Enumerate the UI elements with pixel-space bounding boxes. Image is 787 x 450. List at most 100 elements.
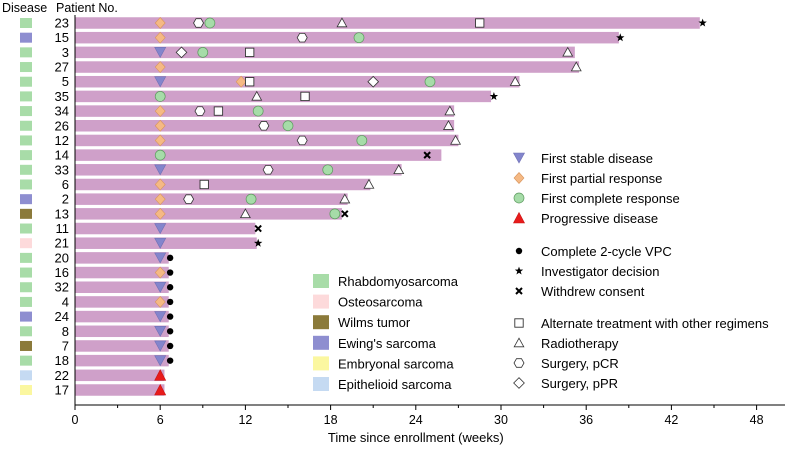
marker-alternate-patient-3-3	[245, 47, 255, 58]
marker-vpc-patient-16-1	[166, 269, 174, 276]
patient-label-2: 2	[62, 192, 69, 207]
marker-pcr-patient-34-1	[194, 106, 206, 116]
legend-event-label-partial: First partial response	[541, 171, 662, 186]
marker-partial-patient-16-0	[154, 266, 166, 279]
marker-investigator-patient-23-5	[698, 18, 707, 27]
marker-stable-patient-3-0	[154, 47, 167, 58]
bar-patient-6	[75, 178, 371, 191]
marker-vpc-patient-20-1	[166, 254, 174, 262]
legend-disease-label-2: Wilms tumor	[338, 315, 411, 330]
disease-swatch-patient-32	[20, 282, 32, 293]
legend-event-label-radio: Radiotherapy	[541, 336, 619, 351]
patient-label-11: 11	[56, 221, 70, 236]
disease-swatch-patient-6	[20, 179, 32, 190]
marker-complete-patient-13-2	[329, 208, 341, 220]
marker-partial-patient-34-0	[154, 105, 166, 118]
legend-marker-radio	[513, 337, 525, 348]
legend-marker-investigator	[514, 266, 524, 275]
marker-complete-patient-12-2	[356, 135, 368, 146]
marker-stable-patient-21-0	[154, 237, 167, 249]
disease-swatch-patient-11	[20, 223, 32, 234]
marker-complete-patient-33-2	[322, 164, 334, 176]
x-tick-label-36: 36	[579, 413, 593, 427]
legend-event-label-withdrew: Withdrew consent	[541, 284, 645, 299]
bar-patient-4	[75, 296, 169, 308]
marker-radio-patient-35-1	[251, 90, 263, 101]
disease-swatch-patient-17	[20, 385, 32, 395]
marker-withdrew-patient-14-1	[423, 151, 431, 159]
patient-label-21: 21	[55, 236, 69, 251]
legend-marker-complete	[513, 192, 525, 204]
marker-radio-patient-33-3	[393, 164, 405, 175]
marker-investigator-patient-15-3	[616, 33, 625, 42]
patient-label-16: 16	[55, 265, 69, 280]
marker-stable-patient-33-0	[154, 164, 167, 176]
patient-label-15: 15	[55, 30, 69, 45]
disease-swatch-patient-24	[20, 311, 32, 322]
marker-partial-patient-26-0	[154, 119, 166, 132]
legend-disease-swatch-0	[313, 274, 329, 288]
legend-event-label-stable: First stable disease	[541, 151, 653, 166]
marker-stable-patient-18-0	[154, 355, 167, 367]
legend-disease-label-3: Ewing's sarcoma	[338, 336, 437, 351]
marker-partial-patient-15-0	[154, 31, 166, 44]
marker-partial-patient-27-0	[154, 61, 166, 73]
marker-complete-patient-23-2	[204, 17, 216, 29]
bar-patient-34	[75, 105, 455, 117]
patient-label-34: 34	[55, 104, 69, 119]
marker-alternate-patient-5-2	[245, 77, 255, 87]
marker-pcr-patient-33-1	[262, 165, 274, 175]
disease-swatch-patient-14	[20, 150, 32, 161]
marker-stable-patient-24-0	[154, 311, 167, 323]
marker-radio-patient-12-3	[450, 134, 462, 145]
marker-partial-patient-2-0	[154, 193, 166, 206]
marker-radio-patient-23-3	[336, 17, 348, 28]
patient-label-7: 7	[62, 338, 69, 353]
marker-stable-patient-11-0	[154, 223, 167, 235]
bar-patient-33	[75, 164, 402, 176]
marker-stable-patient-5-0	[154, 76, 167, 88]
marker-radio-patient-26-3	[442, 120, 454, 130]
bar-patient-7	[75, 340, 169, 352]
marker-alternate-patient-34-2	[213, 106, 224, 116]
patient-label-17: 17	[55, 383, 69, 398]
marker-ppr-patient-3-1	[175, 46, 188, 59]
x-tick-label-48: 48	[750, 413, 764, 427]
marker-partial-patient-13-0	[154, 207, 166, 220]
patient-label-5: 5	[62, 74, 69, 89]
marker-vpc-patient-4-1	[166, 298, 174, 306]
marker-vpc-patient-7-1	[166, 342, 174, 350]
disease-swatch-patient-16	[20, 267, 32, 278]
bar-patient-22	[75, 369, 165, 382]
bar-patient-12	[75, 134, 459, 147]
legend-disease-swatch-3	[313, 335, 329, 350]
marker-radio-patient-2-3	[339, 193, 351, 204]
bar-patient-2	[75, 193, 348, 205]
marker-withdrew-patient-13-3	[341, 210, 349, 218]
marker-vpc-patient-18-1	[166, 357, 174, 364]
legend-disease-swatch-5	[313, 377, 329, 391]
legend-marker-stable	[512, 152, 526, 164]
marker-radio-patient-3-4	[562, 46, 574, 57]
x-tick-label-42: 42	[664, 413, 678, 427]
legend-event-label-complete: First complete response	[541, 191, 680, 206]
legend-event-label-ppr: Surgery, pPR	[541, 376, 618, 391]
x-tick-label-12: 12	[238, 413, 252, 427]
bar-patient-35	[75, 90, 492, 103]
disease-swatch-patient-4	[20, 296, 32, 307]
bar-patient-23	[75, 17, 700, 29]
disease-swatch-patient-5	[20, 76, 32, 87]
marker-partial-patient-23-0	[154, 17, 166, 29]
legend-marker-vpc	[515, 247, 523, 255]
marker-complete-patient-14-0	[154, 149, 166, 161]
patient-label-22: 22	[55, 368, 69, 383]
legend-event-label-progressive: Progressive disease	[541, 211, 658, 226]
bar-patient-16	[75, 266, 169, 279]
patient-label-4: 4	[62, 294, 69, 309]
legend-disease-swatch-4	[313, 356, 329, 371]
legend-marker-pcr	[513, 358, 525, 368]
marker-pcr-patient-23-1	[193, 18, 205, 28]
legend-marker-partial	[513, 172, 525, 184]
marker-stable-patient-20-0	[154, 252, 167, 264]
